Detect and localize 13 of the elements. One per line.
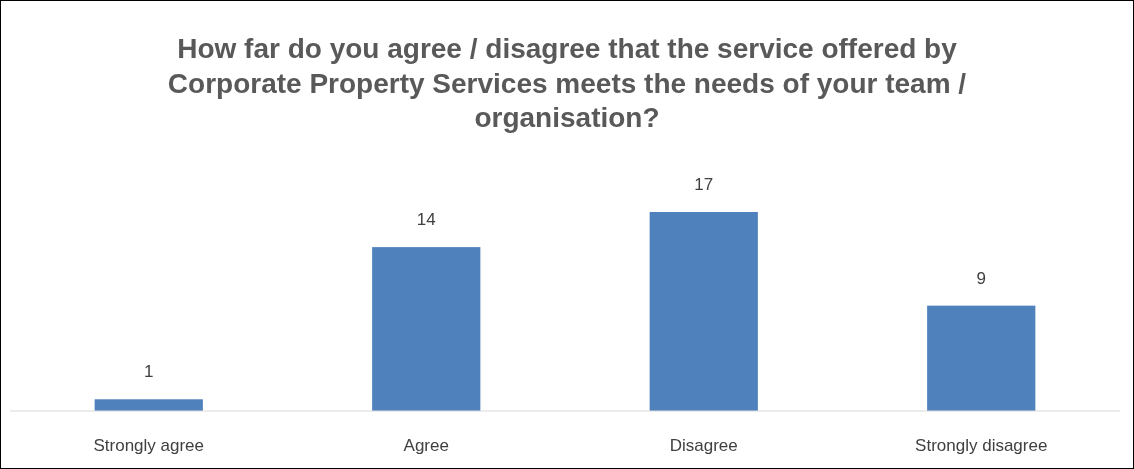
- bar: [927, 305, 1036, 411]
- data-label: 17: [694, 175, 714, 194]
- x-tick-label: Agree: [403, 436, 449, 455]
- data-label: 14: [416, 210, 436, 230]
- x-tick-label: Strongly agree: [93, 436, 205, 455]
- chart-title: How far do you agree / disagree that the service offered by Corporate Property Services meets the needs of your team / organisation?: [167, 33, 967, 133]
- data-label: 9: [976, 268, 986, 288]
- bar: [94, 399, 203, 411]
- bar: [649, 212, 758, 411]
- x-tick-label: Disagree: [669, 436, 738, 455]
- data-label: 1: [144, 362, 154, 382]
- bar: [372, 247, 481, 411]
- x-tick-label: Strongly disagree: [915, 436, 1048, 455]
